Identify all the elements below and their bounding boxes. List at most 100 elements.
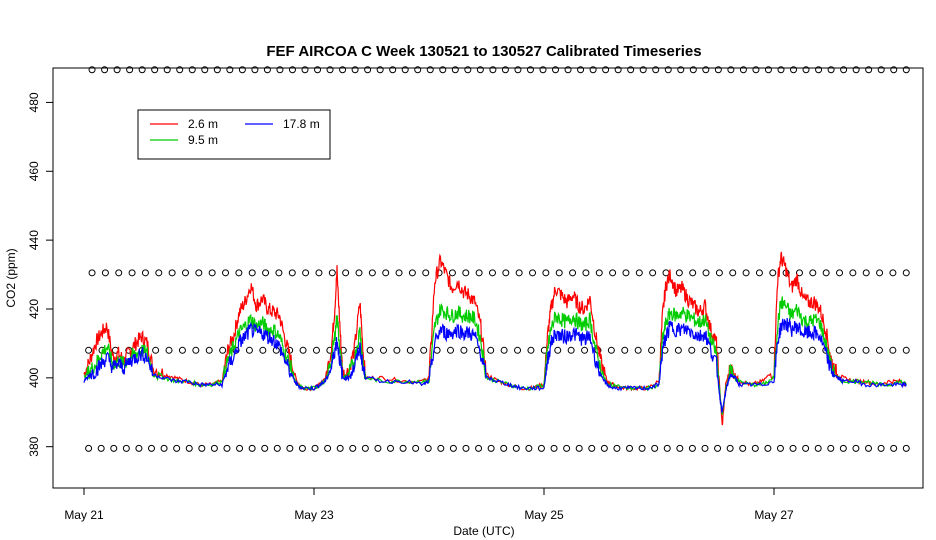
marker-point xyxy=(739,444,747,452)
series-line-1 xyxy=(83,251,907,426)
marker-point xyxy=(223,444,231,452)
y-tick-label: 380 xyxy=(27,436,41,456)
marker-point xyxy=(714,444,722,452)
marker-point xyxy=(462,444,470,452)
marker-point xyxy=(138,66,146,74)
marker-point xyxy=(273,444,281,452)
marker-point xyxy=(701,346,709,354)
marker-point xyxy=(195,269,203,277)
marker-point xyxy=(582,269,590,277)
marker-point xyxy=(627,66,635,74)
marker-point xyxy=(890,444,898,452)
marker-point xyxy=(865,66,873,74)
marker-point xyxy=(315,269,323,277)
marker-point xyxy=(563,444,571,452)
marker-point xyxy=(262,269,270,277)
marker-point xyxy=(589,66,597,74)
series-line-3 xyxy=(83,317,907,413)
marker-point xyxy=(500,444,508,452)
marker-point xyxy=(715,269,723,277)
marker-point xyxy=(877,66,885,74)
legend-label: 9.5 m xyxy=(188,133,218,147)
marker-point xyxy=(782,346,790,354)
marker-point xyxy=(728,346,736,354)
marker-point xyxy=(198,444,206,452)
marker-point xyxy=(889,269,897,277)
marker-point xyxy=(141,269,149,277)
marker-point xyxy=(852,444,860,452)
legend: 2.6 m 9.5 m 17.8 m xyxy=(137,109,331,160)
marker-point xyxy=(751,444,759,452)
marker-point xyxy=(349,444,357,452)
marker-point xyxy=(382,269,390,277)
legend-label: 2.6 m xyxy=(188,117,218,131)
marker-point xyxy=(152,346,160,354)
marker-point xyxy=(263,66,271,74)
marker-point xyxy=(635,269,643,277)
marker-point xyxy=(862,346,870,354)
marker-point xyxy=(475,444,483,452)
marker-point xyxy=(554,346,562,354)
marker-point xyxy=(449,444,457,452)
marker-point xyxy=(550,444,558,452)
marker-point xyxy=(776,444,784,452)
marker-point xyxy=(862,269,870,277)
marker-point xyxy=(387,444,395,452)
marker-point xyxy=(827,66,835,74)
marker-point xyxy=(426,66,434,74)
marker-point xyxy=(808,346,816,354)
marker-point xyxy=(311,444,319,452)
marker-point xyxy=(163,66,171,74)
legend-label: 17.8 m xyxy=(283,117,320,131)
marker-point xyxy=(226,66,234,74)
marker-point xyxy=(201,66,209,74)
marker-point xyxy=(849,269,857,277)
marker-point xyxy=(238,66,246,74)
marker-point xyxy=(739,66,747,74)
marker-point xyxy=(795,346,803,354)
marker-point xyxy=(339,66,347,74)
marker-point xyxy=(188,66,196,74)
marker-point xyxy=(714,66,722,74)
marker-point xyxy=(368,269,376,277)
marker-point xyxy=(126,66,134,74)
marker-point xyxy=(376,66,384,74)
marker-point xyxy=(205,346,213,354)
marker-point xyxy=(160,444,168,452)
marker-point xyxy=(245,346,253,354)
marker-point xyxy=(607,346,615,354)
marker-point xyxy=(814,444,822,452)
x-tick-label: May 21 xyxy=(64,508,104,522)
y-tick-label: 440 xyxy=(27,230,41,250)
marker-point xyxy=(890,66,898,74)
marker-point xyxy=(276,66,284,74)
marker-point xyxy=(420,346,428,354)
marker-point xyxy=(677,66,685,74)
marker-point xyxy=(852,66,860,74)
marker-point xyxy=(769,269,777,277)
marker-point xyxy=(542,269,550,277)
marker-point xyxy=(489,66,497,74)
marker-point xyxy=(764,66,772,74)
marker-point xyxy=(526,66,534,74)
y-axis: 380 400 420 440 460 480 xyxy=(27,92,53,457)
marker-point xyxy=(85,444,93,452)
marker-point xyxy=(326,66,334,74)
marker-point xyxy=(688,346,696,354)
marker-point xyxy=(514,346,522,354)
marker-point xyxy=(366,346,374,354)
marker-point xyxy=(324,444,332,452)
marker-point xyxy=(487,444,495,452)
series-lines xyxy=(83,251,907,426)
marker-point xyxy=(395,269,403,277)
marker-point xyxy=(502,269,510,277)
marker-point xyxy=(876,269,884,277)
marker-point xyxy=(501,66,509,74)
marker-point xyxy=(815,66,823,74)
marker-point xyxy=(210,444,218,452)
marker-point xyxy=(702,66,710,74)
marker-point xyxy=(85,346,93,354)
marker-point xyxy=(448,269,456,277)
marker-point xyxy=(168,269,176,277)
marker-point xyxy=(539,66,547,74)
